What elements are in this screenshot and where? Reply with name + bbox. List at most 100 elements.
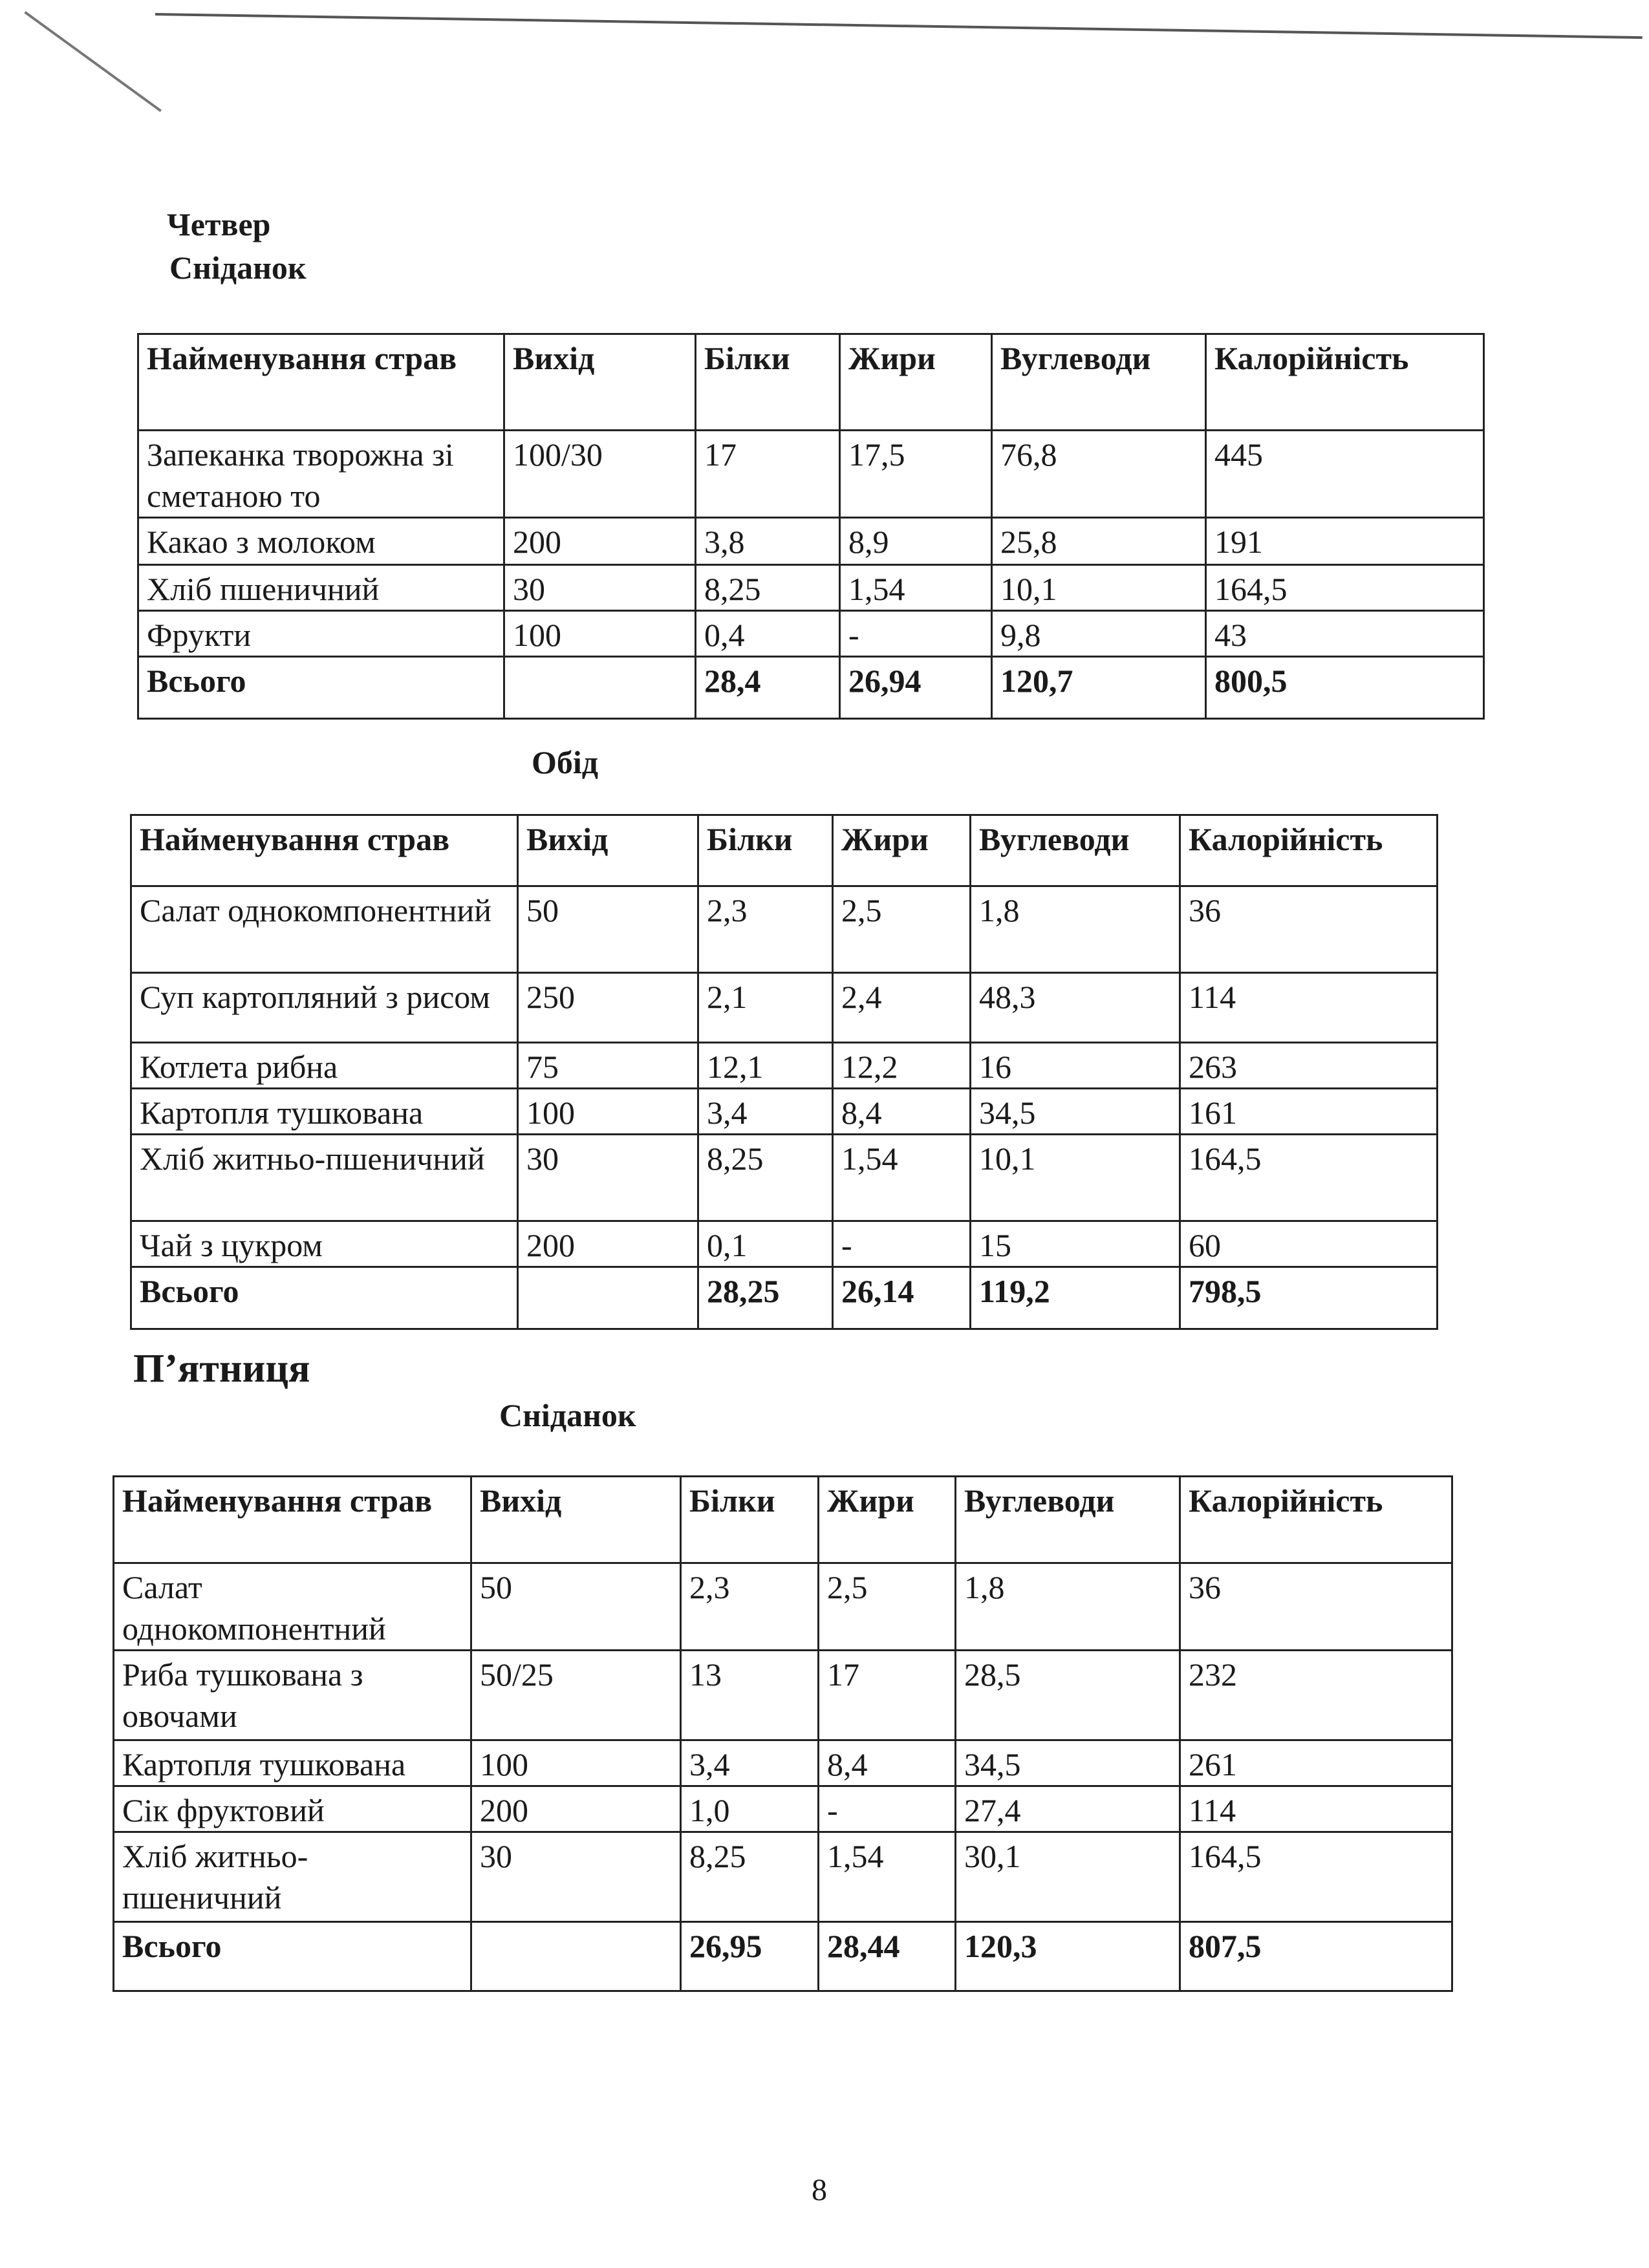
table-cell: 1,8 <box>954 1562 1181 1651</box>
table-cell: 8,9 <box>839 517 993 566</box>
table-cell: - <box>817 1785 956 1833</box>
table-cell: 445 <box>1205 429 1485 519</box>
table-cell: 30 <box>470 1831 682 1923</box>
table-cell: 76,8 <box>991 429 1207 519</box>
table-cell: 13 <box>680 1649 819 1741</box>
column-header: Калорійність <box>1179 1475 1453 1564</box>
table-row: Салат однокомпонентний 50 2,3 2,5 1,8 36 <box>113 1562 1453 1651</box>
meal-title-lunch: Обід <box>532 744 599 780</box>
table-cell <box>517 1266 699 1330</box>
table-cell: 28,5 <box>954 1649 1181 1741</box>
table-cell: 28,25 <box>697 1266 834 1330</box>
table-cell: 26,95 <box>680 1921 819 1992</box>
table-cell: 1,0 <box>680 1785 819 1833</box>
table-header-row: Найменування страв Вихід Білки Жири Вуглевод… <box>137 333 1485 431</box>
table-cell: 2,3 <box>680 1562 819 1651</box>
table-header-row: Найменування страв Вихід Білки Жири Вуглевод… <box>130 814 1438 887</box>
table-cell: 26,94 <box>839 656 993 720</box>
table-cell: 17 <box>817 1649 956 1741</box>
table-header-row: Найменування страв Вихід Білки Жири Вуглевод… <box>113 1475 1453 1564</box>
table-cell: 34,5 <box>969 1087 1181 1135</box>
table-row: Котлета рибна 75 12,1 12,2 16 263 <box>130 1042 1438 1089</box>
table-cell: 75 <box>517 1042 699 1089</box>
table-cell: 798,5 <box>1179 1266 1438 1330</box>
meal-title-breakfast: Сніданок <box>169 250 307 286</box>
table-cell: 8,25 <box>697 1133 834 1222</box>
menu-table-thursday-lunch: Найменування страв Вихід Білки Жири Вуглевод… <box>130 814 1438 1330</box>
table-cell: 200 <box>517 1220 699 1268</box>
table-cell: 2,5 <box>832 885 971 974</box>
table-row: Хліб житньо-пшеничний 30 8,25 1,54 10,1 164,5 <box>130 1133 1438 1222</box>
table-cell: Суп картопляний з рисом <box>130 972 519 1043</box>
table-row: Хліб пшеничний 30 8,25 1,54 10,1 164,5 <box>137 564 1485 612</box>
table-cell: 10,1 <box>969 1133 1181 1222</box>
table-cell: 34,5 <box>954 1739 1181 1787</box>
table-cell: 120,7 <box>991 656 1207 720</box>
table-row: Чай з цукром 200 0,1-15 60 <box>130 1220 1438 1268</box>
table-cell: 232 <box>1179 1649 1453 1741</box>
table-cell: 114 <box>1179 1785 1453 1833</box>
column-header: Вуглеводи <box>969 814 1181 887</box>
table-cell: 800,5 <box>1205 656 1485 720</box>
column-header: Вуглеводи <box>954 1475 1181 1564</box>
table-cell: 27,4 <box>954 1785 1181 1833</box>
menu-table-thursday-breakfast: Найменування страв Вихід Білки Жири Вуглевод… <box>137 333 1485 720</box>
table-cell: 26,14 <box>832 1266 971 1330</box>
table-cell: 25,8 <box>991 517 1207 566</box>
table-total-row: Всього 28,25 26,14 119,2 798,5 <box>130 1266 1438 1330</box>
table-cell: Картопля тушкована <box>130 1087 519 1135</box>
table-cell: 30 <box>503 564 696 612</box>
table-cell <box>503 656 696 720</box>
table-cell: 50 <box>517 885 699 974</box>
table-cell: 1,54 <box>839 564 993 612</box>
column-header: Найменування страв <box>137 333 505 431</box>
table-row: Салат однокомпонентний 50 2,3 2,5 1,8 36 <box>130 885 1438 974</box>
table-cell: Котлета рибна <box>130 1042 519 1089</box>
table-cell: 8,25 <box>695 564 841 612</box>
table-cell: Запеканка творожна зі сметаною то <box>137 429 505 519</box>
table-cell: 100 <box>503 610 696 658</box>
table-cell: Риба тушкована з овочами <box>113 1649 472 1741</box>
table-cell: 2,3 <box>697 885 834 974</box>
table-cell: Хліб житньо-пшеничний <box>113 1831 472 1923</box>
table-cell: 28,44 <box>817 1921 956 1992</box>
day-title-thursday: Четвер <box>167 206 271 242</box>
table-cell: 807,5 <box>1179 1921 1453 1992</box>
menu-table-friday-breakfast: Найменування страв Вихід Білки Жири Вуглевод… <box>113 1475 1453 1992</box>
table-row: Суп картопляний з рисом 250 2,1 2,4 48,3 114 <box>130 972 1438 1043</box>
table-cell: 48,3 <box>969 972 1181 1043</box>
column-header: Жири <box>817 1475 956 1564</box>
table-row: Какао з молоком 200 3,8 8,9 25,8 191 <box>137 517 1485 566</box>
table-cell: Какао з молоком <box>137 517 505 566</box>
table-cell: 17 <box>695 429 841 519</box>
table-cell: Сік фруктовий <box>113 1785 472 1833</box>
table-cell: 8,25 <box>680 1831 819 1923</box>
column-header: Жири <box>839 333 993 431</box>
table-cell: 50 <box>470 1562 682 1651</box>
table-cell: 30 <box>517 1133 699 1222</box>
table-row: Фрукти 100 0,4-9,8 43 <box>137 610 1485 658</box>
table-cell: 8,4 <box>817 1739 956 1787</box>
table-cell: 0,1 <box>697 1220 834 1268</box>
table-cell: Салат однокомпонентний <box>130 885 519 974</box>
table-cell: 1,8 <box>969 885 1181 974</box>
day-title-friday: П’ятниця <box>133 1347 310 1391</box>
table-cell: 200 <box>470 1785 682 1833</box>
table-row: Запеканка творожна зі сметаною то 100/30 1… <box>137 429 1485 519</box>
table-cell: 2,5 <box>817 1562 956 1651</box>
table-cell: 164,5 <box>1179 1133 1438 1222</box>
scan-edge <box>155 13 1643 39</box>
table-cell: 8,4 <box>832 1087 971 1135</box>
table-cell: Хліб житньо-пшеничний <box>130 1133 519 1222</box>
column-header: Калорійність <box>1179 814 1438 887</box>
table-row: Хліб житньо-пшеничний 30 8,25 1,54 30,1 164,5 <box>113 1831 1453 1923</box>
table-cell: Салат однокомпонентний <box>113 1562 472 1651</box>
table-cell: - <box>839 610 993 658</box>
table-cell: Фрукти <box>137 610 505 658</box>
table-cell: Всього <box>137 656 505 720</box>
table-cell: 10,1 <box>991 564 1207 612</box>
table-row: Риба тушкована з овочами 50/25 13 17 28,5 232 <box>113 1649 1453 1741</box>
table-cell: 16 <box>969 1042 1181 1089</box>
table-cell: 261 <box>1179 1739 1453 1787</box>
table-cell: 161 <box>1179 1087 1438 1135</box>
